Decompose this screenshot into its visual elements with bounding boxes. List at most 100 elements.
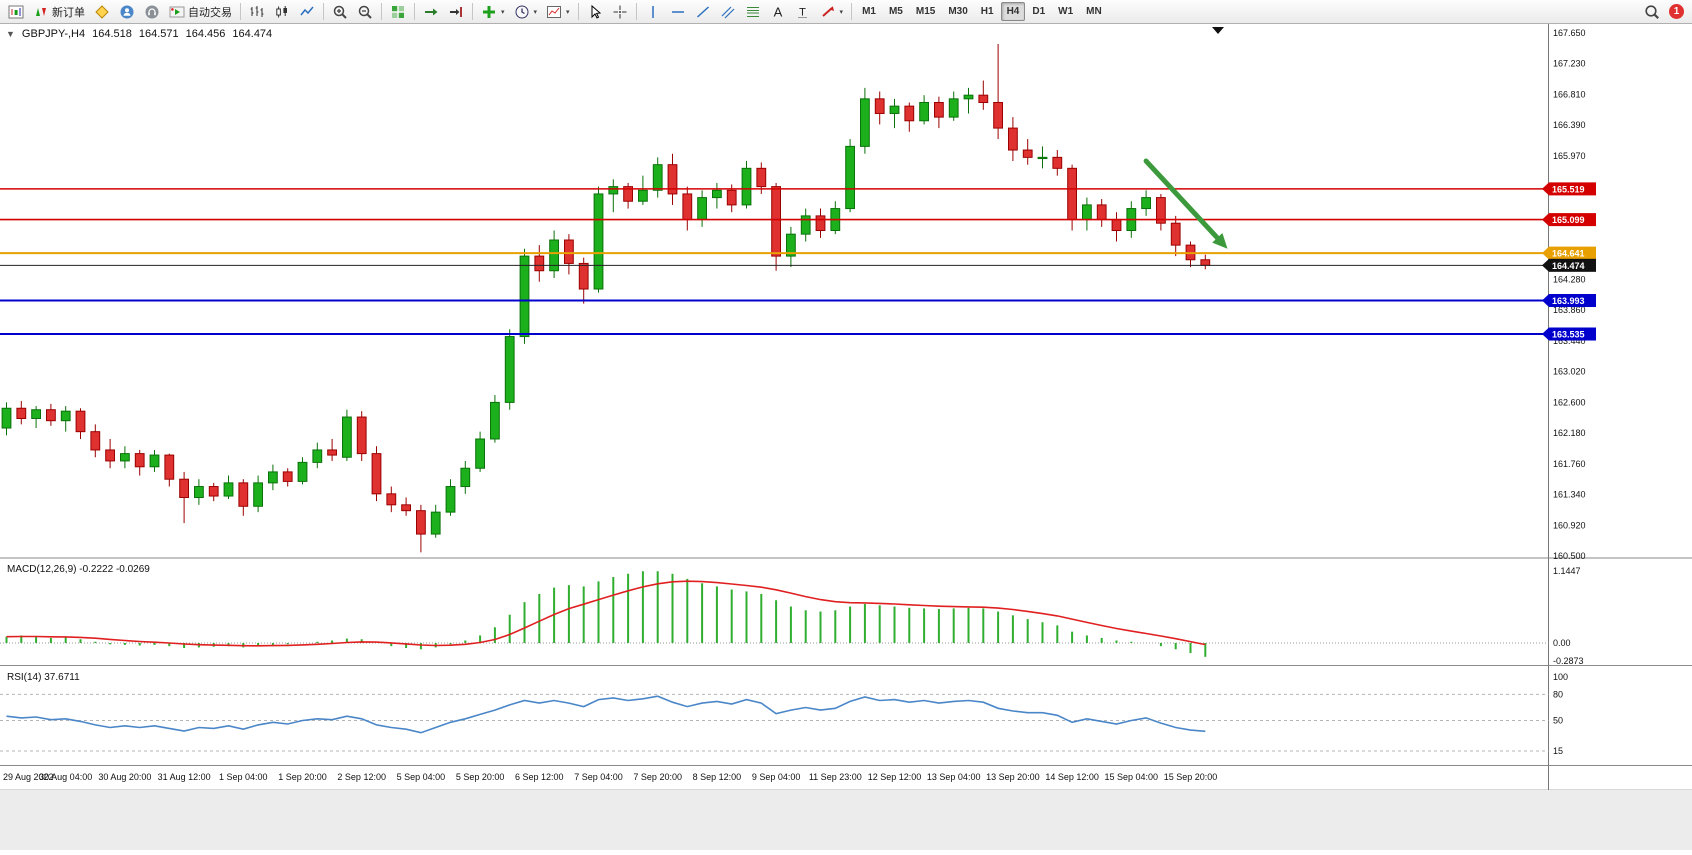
vertical-line-button[interactable] bbox=[641, 0, 665, 23]
time-axis-label: 5 Sep 20:00 bbox=[456, 772, 505, 782]
candle-body bbox=[1008, 127, 1018, 151]
candle-body bbox=[312, 449, 323, 463]
candle-body bbox=[771, 186, 782, 257]
crosshair-button[interactable] bbox=[608, 0, 632, 23]
candle-body bbox=[815, 215, 826, 232]
new-chart-button[interactable] bbox=[4, 0, 28, 23]
main-chart-panel[interactable] bbox=[0, 27, 1549, 553]
candle-body bbox=[120, 453, 130, 462]
person-circle-icon bbox=[119, 4, 135, 20]
rsi-scale-label: 100 bbox=[1553, 672, 1568, 682]
macd-panel[interactable]: MACD(12,26,9) -0.2222 -0.0269 1.1447 0.00 -… bbox=[0, 564, 1584, 666]
ohlc-low: 164.456 bbox=[185, 28, 226, 40]
channel-icon bbox=[720, 4, 736, 20]
chart-canvas[interactable]: 167.650 167.230 166.810 166.390 165.970 164.2… bbox=[0, 24, 1692, 850]
templates-button[interactable]: ▾ bbox=[542, 0, 574, 23]
periods-button[interactable]: ▾ bbox=[510, 0, 542, 23]
label-button[interactable]: T bbox=[791, 0, 815, 23]
rsi-scale-label: 80 bbox=[1553, 689, 1563, 699]
toolbar-separator bbox=[472, 3, 473, 20]
price-axis: 167.650 167.230 166.810 166.390 165.970 164.2… bbox=[1542, 28, 1596, 561]
toolbar-separator bbox=[381, 3, 382, 20]
fibonacci-button[interactable] bbox=[741, 0, 765, 23]
community-button[interactable] bbox=[115, 0, 139, 23]
candle-body bbox=[1141, 197, 1151, 210]
timeframe-W1[interactable]: W1 bbox=[1058, 6, 1074, 17]
main-toolbar: 新订单 自动交易 ▾ ▾ ▾ A T ▾ M1 M5 M15 M30 H1 H4 D1 W1 MN 1 bbox=[0, 0, 1692, 24]
candle-body bbox=[1111, 219, 1122, 232]
trendline-button[interactable] bbox=[691, 0, 715, 23]
candle-body bbox=[638, 189, 648, 202]
new-order-button[interactable]: 新订单 bbox=[29, 0, 89, 23]
auto-scroll-button[interactable] bbox=[419, 0, 443, 23]
time-axis-label: 30 Aug 20:00 bbox=[98, 772, 151, 782]
candle-body bbox=[786, 233, 796, 257]
zoom-out-button[interactable] bbox=[353, 0, 377, 23]
cursor-icon bbox=[587, 4, 603, 20]
macd-scale-label: 0.00 bbox=[1553, 638, 1571, 648]
window-background bbox=[0, 790, 1692, 850]
candle-chart-button[interactable] bbox=[270, 0, 294, 23]
ohlc-high: 164.571 bbox=[138, 28, 179, 40]
timeframe-M30[interactable]: M30 bbox=[948, 6, 968, 17]
notification-badge[interactable]: 1 bbox=[1669, 4, 1684, 19]
candle-body bbox=[534, 255, 545, 272]
candle-body bbox=[253, 482, 263, 507]
timeframe-M1[interactable]: M1 bbox=[862, 6, 876, 17]
indicators-button[interactable]: ▾ bbox=[477, 0, 509, 23]
horizontal-line-button[interactable] bbox=[666, 0, 690, 23]
market-button[interactable] bbox=[140, 0, 164, 23]
rsi-label: RSI(14) 37.6711 bbox=[7, 672, 80, 683]
trend-arrow-annotation[interactable] bbox=[1143, 158, 1228, 249]
channel-button[interactable] bbox=[716, 0, 740, 23]
vline-icon bbox=[645, 4, 661, 20]
one-click-trading-toggle[interactable]: ▼ bbox=[6, 29, 15, 39]
timeframe-D1[interactable]: D1 bbox=[1032, 6, 1046, 17]
rsi-panel[interactable]: RSI(14) 37.6711 100 80 50 15 bbox=[0, 672, 1568, 756]
toolbar-separator bbox=[577, 3, 579, 20]
metaeditor-button[interactable] bbox=[90, 0, 114, 23]
candle-body bbox=[593, 193, 604, 290]
time-axis-label: 7 Sep 20:00 bbox=[633, 772, 682, 782]
price-axis-label: 160.500 bbox=[1553, 551, 1586, 561]
candle-body bbox=[800, 215, 811, 235]
price-badge-pointer bbox=[1542, 327, 1549, 341]
search-button[interactable] bbox=[1640, 0, 1664, 23]
grid-green-icon bbox=[390, 4, 406, 20]
ohlc-close: 164.474 bbox=[232, 28, 273, 40]
candle-body bbox=[860, 98, 870, 147]
candle-body bbox=[16, 407, 27, 420]
price-axis-label: 162.600 bbox=[1553, 397, 1586, 407]
time-axis-label: 1 Sep 20:00 bbox=[278, 772, 327, 782]
cursor-button[interactable] bbox=[583, 0, 607, 23]
timeframe-H1[interactable]: H1 bbox=[980, 6, 994, 17]
candle-body bbox=[919, 101, 930, 122]
bar-chart-button[interactable] bbox=[245, 0, 269, 23]
price-badge: 163.993 bbox=[1542, 294, 1596, 308]
candle-body bbox=[268, 471, 278, 484]
chart-frame-lines bbox=[0, 24, 1692, 850]
timeframe-MN[interactable]: MN bbox=[1086, 6, 1102, 17]
candles-icon bbox=[274, 4, 290, 20]
autotrading-button[interactable]: 自动交易 bbox=[165, 0, 236, 23]
chart-shift-button[interactable] bbox=[444, 0, 468, 23]
arrows-button[interactable]: ▾ bbox=[816, 0, 848, 23]
timeframe-H4[interactable]: H4 bbox=[1000, 2, 1026, 21]
price-badge-box bbox=[1549, 258, 1596, 272]
timeframe-M15[interactable]: M15 bbox=[915, 6, 936, 17]
tile-windows-button[interactable] bbox=[386, 0, 410, 23]
candlestick-series[interactable] bbox=[1, 43, 1211, 553]
time-axis-label: 11 Sep 23:00 bbox=[809, 772, 862, 782]
line-chart-button[interactable] bbox=[295, 0, 319, 23]
text-button[interactable]: A bbox=[766, 0, 790, 23]
price-axis-label: 160.920 bbox=[1553, 520, 1586, 530]
candle-body bbox=[282, 471, 293, 482]
timeframe-M5[interactable]: M5 bbox=[888, 6, 903, 17]
price-axis-label: 163.440 bbox=[1553, 336, 1586, 346]
candle-body bbox=[948, 98, 959, 118]
zoom-in-button[interactable] bbox=[328, 0, 352, 23]
price-badge-text: 164.474 bbox=[1552, 261, 1585, 271]
scroll-position-marker[interactable] bbox=[1212, 27, 1224, 34]
toolbar-separator bbox=[323, 3, 324, 20]
candle-body bbox=[490, 401, 500, 440]
